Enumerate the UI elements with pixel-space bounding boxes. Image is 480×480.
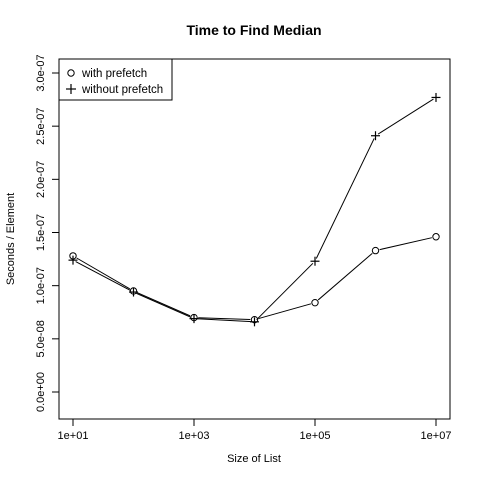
point-without-prefetch — [431, 92, 441, 102]
point-without-prefetch — [371, 131, 380, 141]
x-tick-label: 1e+05 — [300, 430, 331, 442]
series-line-without-prefetch — [377, 98, 434, 135]
x-tick-label: 1e+07 — [421, 430, 452, 442]
series-line-with-prefetch — [137, 292, 191, 317]
x-axis: 1e+01 1e+03 1e+05 1e+07 — [58, 418, 452, 442]
point-without-prefetch — [129, 287, 138, 297]
series-line-with-prefetch — [379, 237, 433, 251]
y-tick-label: 2.5e-07 — [35, 108, 47, 145]
point-with-prefetch — [311, 298, 319, 307]
point-without-prefetch — [189, 314, 199, 324]
point-without-prefetch — [310, 256, 320, 266]
series-line-with-prefetch — [258, 303, 312, 320]
y-axis-label: Seconds / Element — [5, 193, 17, 285]
series-line-without-prefetch — [256, 262, 314, 321]
series-line-with-prefetch — [317, 252, 373, 301]
series-line-without-prefetch — [196, 318, 252, 323]
y-tick-label: 0.0e+00 — [35, 372, 47, 412]
y-axis: 0.0e+00 5.0e-08 1.0e-07 1.5e-07 2.0e-07 2.5e-… — [35, 54, 60, 412]
point-without-prefetch — [250, 317, 259, 327]
series-line-with-prefetch — [198, 317, 251, 321]
y-tick-label: 3.0e-07 — [35, 54, 47, 91]
point-with-prefetch — [371, 246, 380, 255]
y-tick-label: 5.0e-08 — [35, 320, 47, 357]
plot-frame — [58, 58, 451, 420]
legend-label-with-prefetch: with prefetch — [81, 68, 147, 80]
x-tick-label: 1e+01 — [58, 430, 89, 442]
y-tick-label: 2.0e-07 — [35, 161, 47, 198]
legend-marker-with-prefetch — [67, 69, 75, 77]
legend-label-without-prefetch: without prefetch — [81, 84, 163, 96]
x-axis-label: Size of List — [227, 453, 281, 465]
legend: with prefetch without prefetch — [58, 58, 173, 101]
y-tick-label: 1.5e-07 — [35, 214, 47, 251]
y-tick-label: 1.0e-07 — [35, 267, 47, 304]
series-line-without-prefetch — [315, 138, 375, 259]
point-without-prefetch — [68, 255, 78, 265]
point-with-prefetch — [432, 233, 440, 241]
series-layer — [68, 92, 441, 327]
legend-marker-without-prefetch — [66, 84, 76, 94]
x-tick-label: 1e+03 — [179, 430, 210, 442]
series-line-without-prefetch — [136, 292, 192, 318]
chart-title: Time to Find Median — [186, 22, 321, 38]
series-line-without-prefetch — [75, 261, 132, 292]
series-line-with-prefetch — [76, 257, 131, 290]
legend-box — [58, 58, 173, 101]
